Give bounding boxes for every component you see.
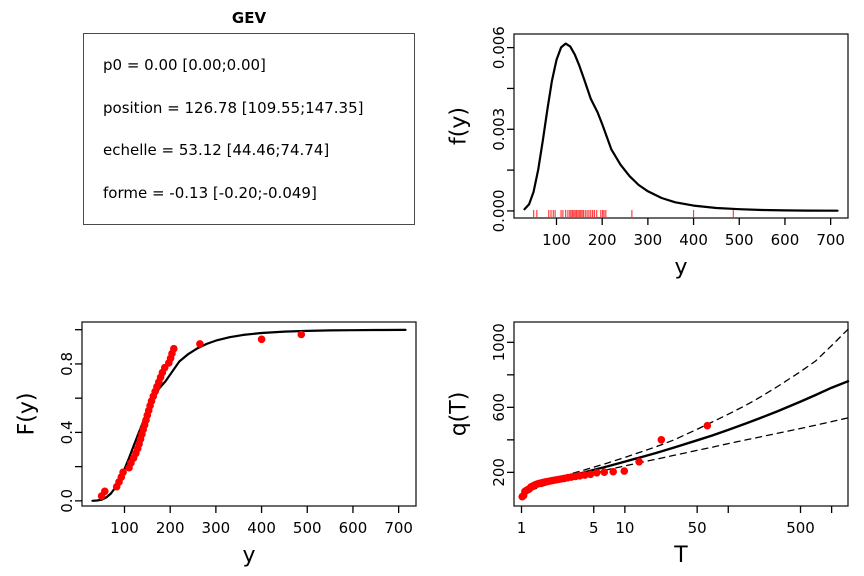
return-y-tick-label: 600: [490, 393, 508, 422]
param-line-forme: forme = -0.13 [-0.20;-0.049]: [103, 183, 317, 202]
data-point: [101, 487, 109, 496]
parameter-box: p0 = 0.00 [0.00;0.00] position = 126.78 …: [83, 33, 415, 225]
density-plot: 100 200 300 400 500 600 700 0.000 0.003 0.006 y f(y…: [447, 26, 849, 280]
density-y-tick-label: 0.000: [490, 189, 508, 232]
gev-cdf-curve: [91, 328, 407, 502]
panel-parameters: GEV p0 = 0.00 [0.00;0.00] position = 126…: [0, 0, 432, 288]
return-x-tick-label: 5: [589, 519, 599, 537]
return-y-tick-label: 1000: [490, 323, 508, 361]
cdf-x-tick-label: 500: [293, 519, 322, 537]
return-plot-box: [513, 321, 849, 507]
figure-title: GEV: [231, 9, 267, 27]
return-x-tick-label: 500: [786, 519, 815, 537]
cdf-y-axis: 0.0 0.4 0.8: [58, 329, 82, 513]
cdf-x-tick-label: 600: [339, 519, 368, 537]
data-point: [119, 468, 127, 477]
gev-density-curve: [523, 42, 839, 212]
cdf-y-axis-label: F(y): [15, 393, 40, 436]
cdf-x-tick-label: 100: [110, 519, 139, 537]
density-x-tick-label: 400: [679, 231, 708, 249]
data-point: [581, 471, 589, 479]
data-point: [657, 436, 666, 444]
density-y-tick-label: 0.006: [490, 26, 508, 69]
return-x-tick-label: 50: [688, 519, 707, 537]
cdf-x-tick-label: 700: [384, 519, 413, 537]
return-y-axis: 200 600 1000: [490, 323, 514, 487]
cdf-x-tick-label: 300: [202, 519, 231, 537]
density-x-tick-label: 100: [542, 231, 571, 249]
density-x-tick-label: 200: [588, 231, 617, 249]
density-x-axis: 100 200 300 400 500 600 700: [542, 218, 845, 249]
return-y-tick-label: 200: [490, 458, 508, 487]
density-x-tick-label: 300: [634, 231, 663, 249]
param-line-position: position = 126.78 [109.55;147.35]: [103, 98, 364, 117]
density-y-tick-label: 0.003: [490, 108, 508, 151]
data-point: [620, 467, 629, 475]
return-level-plot: 1 5 10 50 500 200 600 1000 Tq(T): [447, 321, 850, 568]
data-point: [170, 344, 178, 353]
return-x-tick-label: 1: [517, 519, 527, 537]
data-point: [635, 458, 643, 466]
density-y-axis-label: f(y): [447, 107, 472, 145]
return-x-axis: 1 5 10 50 500: [517, 506, 833, 537]
data-point: [297, 330, 306, 339]
cdf-x-tick-label: 400: [247, 519, 276, 537]
cdf-plot-box: [81, 321, 417, 507]
param-line-p0: p0 = 0.00 [0.00;0.00]: [103, 56, 266, 75]
empirical-return-levels-points: [518, 421, 712, 501]
upper-confidence-curve: [521, 328, 849, 494]
density-y-axis: 0.000 0.003 0.006: [490, 26, 514, 232]
data-point: [196, 340, 204, 348]
cdf-x-axis-label: y: [242, 543, 255, 568]
data-point: [593, 469, 601, 477]
cdf-plot: 100 200 300 400 500 600 700 0.0 0.4 0.8 y F(y): [15, 321, 417, 568]
cdf-y-tick-label: 0.8: [58, 352, 76, 376]
density-x-tick-label: 600: [771, 231, 800, 249]
cdf-y-tick-label: 0.0: [58, 489, 76, 513]
panel-density: 100 200 300 400 500 600 700 0.000 0.003 0.006 y f(y…: [432, 0, 864, 288]
data-point: [257, 335, 266, 344]
density-x-axis-label: y: [674, 255, 687, 280]
lower-confidence-curve: [521, 417, 849, 498]
return-x-tick-label: 10: [615, 519, 634, 537]
return-y-axis-label: q(T): [447, 392, 472, 437]
empirical-cdf-points: [97, 330, 306, 500]
return-x-axis-label: T: [673, 543, 688, 568]
density-x-tick-label: 500: [725, 231, 754, 249]
cdf-y-tick-label: 0.4: [58, 420, 76, 444]
cdf-x-axis: 100 200 300 400 500 600 700: [110, 506, 413, 537]
density-x-tick-label: 700: [816, 231, 845, 249]
param-line-echelle: echelle = 53.12 [44.46;74.74]: [103, 141, 330, 160]
cdf-x-tick-label: 200: [156, 519, 185, 537]
data-point: [703, 421, 712, 430]
data-point: [609, 467, 617, 476]
density-data-rug: [533, 210, 734, 217]
data-point: [586, 470, 595, 479]
panel-cdf: 100 200 300 400 500 600 700 0.0 0.4 0.8 y F(y): [0, 288, 432, 576]
data-point: [600, 468, 609, 476]
density-plot-box: [513, 33, 849, 219]
